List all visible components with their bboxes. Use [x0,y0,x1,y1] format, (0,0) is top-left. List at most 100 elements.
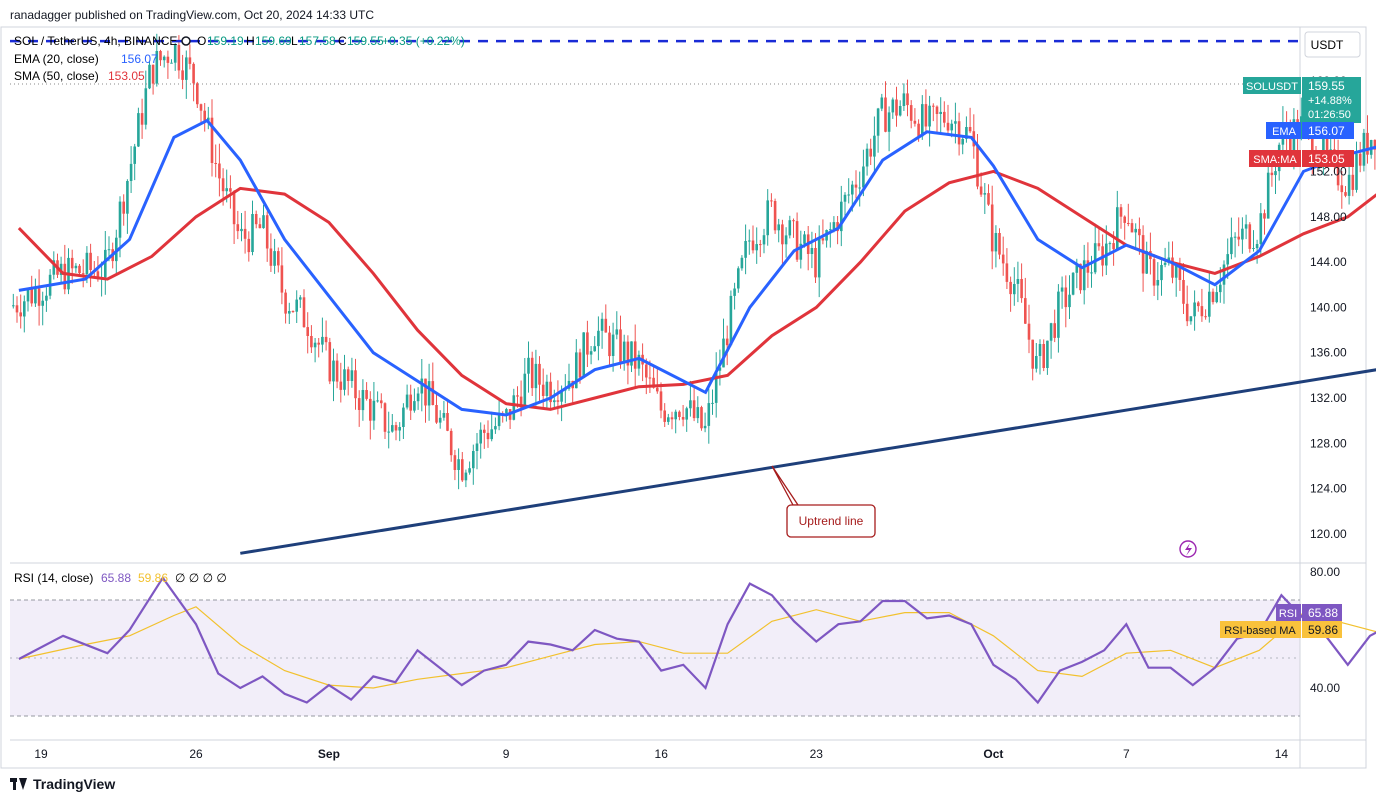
lightning-icon[interactable] [1179,540,1197,558]
candle-body [913,120,917,124]
candle-body [446,413,449,431]
candle-body [137,113,140,147]
candle-body [148,64,151,89]
candle-body [1336,152,1340,186]
uptrend-line[interactable] [240,349,1376,555]
candle-body [391,425,394,432]
candle-body [586,332,589,355]
candle-body [777,224,780,231]
candle-body [413,401,416,411]
time-axis: 1926Sep91623Oct71421 [34,747,1288,761]
candle-body [269,248,273,266]
candle-body [306,327,309,336]
candle-body [898,106,902,116]
candle-body [185,57,188,80]
candle-body [1340,185,1344,193]
candle-body [1001,254,1005,264]
candle-body [251,214,254,252]
candle-body [144,88,148,125]
price-tag-change: +14.88% [1308,95,1352,107]
candle-body [737,268,740,289]
candle-body [1075,263,1079,273]
sma-tag-label: SMA:MA [1253,154,1297,166]
time-tick-label: 9 [503,747,510,761]
candle-body [409,394,412,411]
candle-body [633,341,637,369]
candle-body [656,387,659,392]
candle-body [1141,235,1145,274]
candle-body [1108,243,1112,245]
candle-body [52,260,56,275]
candle-body [324,336,328,343]
candle-body [637,354,641,369]
candle-body [1013,284,1016,295]
candle-body [1057,291,1060,338]
rsi-legend-extras: ∅ ∅ ∅ ∅ [175,571,227,585]
candle-body [221,178,225,192]
candle-body [1024,298,1027,324]
candle-body [821,238,825,241]
candle-body [1347,174,1351,196]
candle-body [1038,344,1042,356]
candle-body [1215,292,1218,303]
candle-body [19,312,22,317]
candle-body [1241,228,1244,240]
tradingview-brand[interactable]: TradingView [10,776,115,792]
candle-body [906,93,909,106]
candle-body [1355,153,1358,190]
candle-body [740,257,744,269]
candle-body [696,407,700,419]
candle-body [1219,284,1222,293]
rsi-ma-tag-label: RSI-based MA [1224,625,1296,637]
candle-body [998,233,1001,255]
candle-body [1079,263,1082,291]
candle-body [1119,207,1123,217]
candle-body [711,402,714,404]
candle-body [1344,192,1347,196]
candle-body [332,360,335,382]
candle-body [1053,323,1056,338]
candle-body [759,244,762,246]
rsi-legend-value: 65.88 [101,571,131,585]
ema-legend-label: EMA (20, close) [14,52,99,66]
time-tick-label: Oct [983,747,1003,761]
candle-body [663,410,666,422]
candle-body [928,105,931,127]
candle-body [1244,224,1248,229]
candle-body [229,188,232,192]
candle-body [505,409,508,414]
uptrend-annotation[interactable]: Uptrend line [771,465,876,538]
candle-body [1259,213,1263,244]
candle-body [1127,223,1130,224]
candle-body [519,396,523,408]
candle-body [299,297,302,300]
price-tag-symbol: SOLUSDT [1246,81,1298,93]
candle-body [387,431,390,433]
candle-body [1134,228,1137,233]
candle-body [490,429,493,440]
candle-body [685,408,688,420]
candle-body [1082,260,1086,291]
candle-body [449,430,453,456]
candle-body [383,403,387,432]
candle-body [398,427,401,431]
candle-body [924,104,928,127]
currency-button[interactable]: USDT [1304,31,1361,58]
candle-body [1027,323,1031,340]
candle-body [935,106,939,114]
candle-body [1289,135,1292,152]
candle-body [553,400,556,403]
tradingview-logo-icon [10,778,28,790]
candle-body [170,62,173,64]
candle-body [939,111,942,114]
candle-body [1112,243,1115,250]
candle-body [954,121,957,124]
price-pane[interactable] [10,27,1300,562]
candle-body [96,271,100,280]
candle-body [45,295,48,301]
candle-body [1020,279,1023,299]
candle-body [1200,306,1204,317]
candle-body [1366,132,1369,155]
candle-body [254,214,258,225]
